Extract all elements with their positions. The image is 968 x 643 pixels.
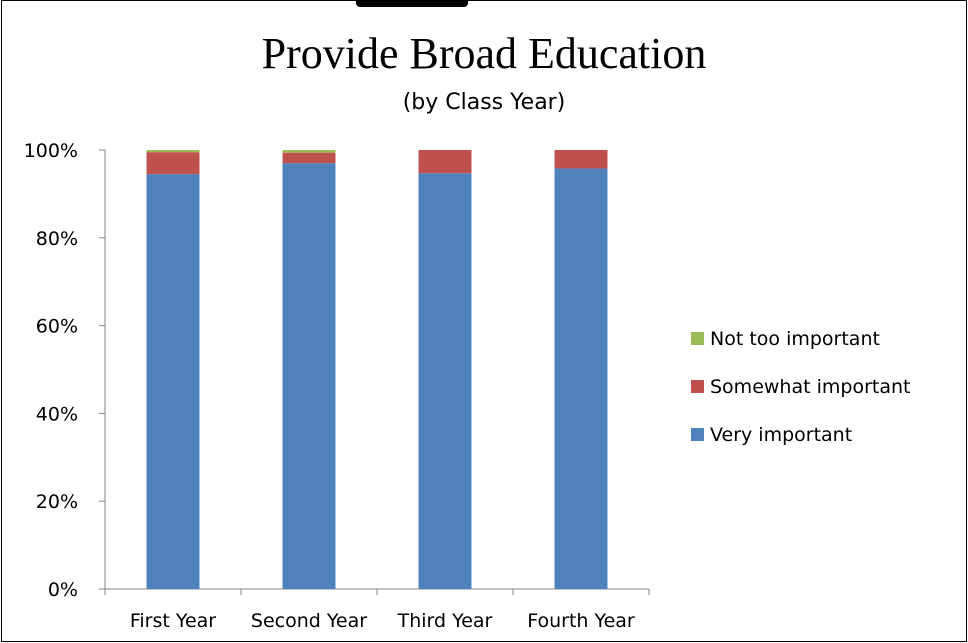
bar-segment bbox=[146, 152, 200, 175]
tick-labels: 0% 20% 40% 60% 80% 100% First Year Second Year T… bbox=[24, 140, 635, 632]
legend-label: Somewhat important bbox=[710, 376, 910, 398]
bar-segment bbox=[146, 150, 200, 153]
bar-segment bbox=[146, 174, 200, 589]
x-category-label: Fourth Year bbox=[527, 610, 635, 632]
y-tick-label: 80% bbox=[36, 228, 78, 250]
bar-segment bbox=[282, 152, 336, 164]
legend-swatch bbox=[691, 428, 704, 441]
x-category-label: First Year bbox=[130, 610, 216, 632]
bar-segment bbox=[554, 168, 608, 590]
bar-segment bbox=[554, 150, 608, 169]
legend-label: Not too important bbox=[710, 328, 880, 350]
y-tick-label: 40% bbox=[36, 403, 78, 425]
bar-segment bbox=[418, 150, 472, 174]
y-tick-label: 100% bbox=[24, 140, 78, 162]
cropped-heading-fragment bbox=[356, 1, 468, 7]
y-tick-label: 0% bbox=[48, 579, 78, 601]
legend: Not too important Somewhat important Very … bbox=[691, 328, 910, 446]
x-category-label: Third Year bbox=[397, 610, 493, 632]
x-category-label: Second Year bbox=[251, 610, 367, 632]
chart-title: Provide Broad Education bbox=[261, 29, 707, 78]
y-tick-label: 60% bbox=[36, 316, 78, 338]
chart-subtitle: (by Class Year) bbox=[402, 90, 566, 115]
bar-segment bbox=[418, 173, 472, 589]
legend-swatch bbox=[691, 332, 704, 345]
bars bbox=[146, 150, 608, 590]
legend-swatch bbox=[691, 380, 704, 393]
y-tick-label: 20% bbox=[36, 491, 78, 513]
bar-segment bbox=[282, 150, 336, 153]
bar-segment bbox=[282, 163, 336, 590]
legend-label: Very important bbox=[710, 424, 852, 446]
